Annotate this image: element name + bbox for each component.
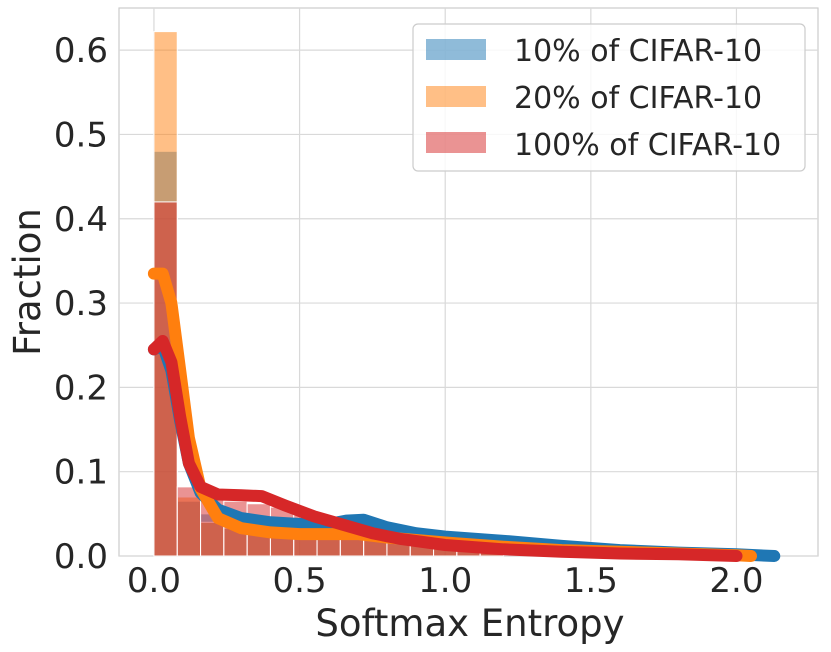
x-tick-label: 0.0	[127, 561, 181, 601]
x-tick-label: 1.5	[564, 561, 618, 601]
x-tick-labels: 0.0 0.5 1.0 1.5 2.0	[127, 561, 764, 601]
legend-box	[412, 23, 806, 172]
y-tick-label: 0.4	[54, 200, 108, 240]
legend-swatch-10pct	[426, 39, 486, 60]
y-tick-labels: 0.0 0.1 0.2 0.3 0.4 0.5 0.6	[54, 31, 108, 577]
y-tick-label: 0.3	[54, 284, 108, 324]
legend-label-10pct: 10% of CIFAR-10	[514, 34, 762, 69]
y-tick-label: 0.2	[54, 368, 108, 408]
x-tick-label: 0.5	[273, 561, 327, 601]
y-tick-label: 0.6	[54, 31, 108, 71]
x-tick-label: 2.0	[709, 561, 763, 601]
y-tick-label: 0.5	[54, 115, 108, 155]
y-axis-label: Fraction	[6, 208, 49, 356]
x-tick-label: 1.0	[418, 561, 472, 601]
legend-label-100pct: 100% of CIFAR-10	[514, 128, 781, 163]
y-tick-label: 0.0	[54, 537, 108, 577]
x-axis-label: Softmax Entropy	[315, 602, 624, 645]
kde-curves	[147, 267, 781, 562]
legend: 10% of CIFAR-10 20% of CIFAR-10 100% of …	[412, 23, 806, 172]
y-tick-label: 0.1	[54, 453, 108, 493]
kde-line-series-2	[147, 335, 743, 562]
legend-label-20pct: 20% of CIFAR-10	[514, 81, 762, 116]
legend-swatch-100pct	[426, 132, 486, 153]
legend-swatch-20pct	[426, 86, 486, 107]
